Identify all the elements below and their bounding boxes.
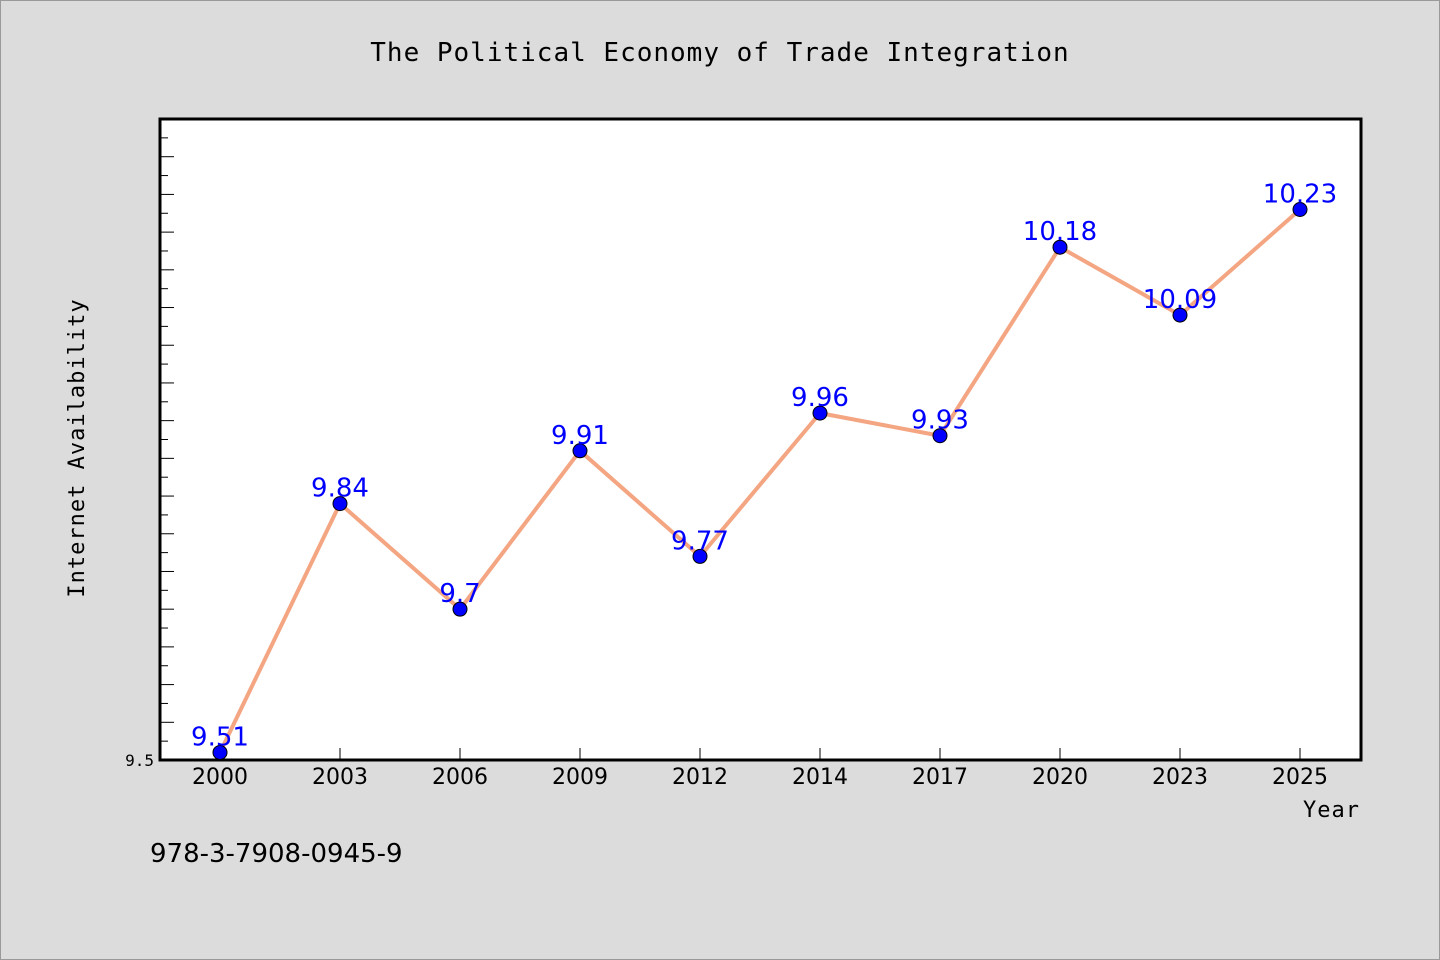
data-value-label: 9.93 <box>911 406 969 436</box>
plot-area <box>158 117 1363 762</box>
x-tick-label: 2006 <box>432 765 488 790</box>
data-point-marker <box>692 548 708 564</box>
data-point-marker <box>212 744 228 760</box>
data-value-label: 9.96 <box>791 383 849 413</box>
x-axis-label: Year <box>1303 798 1360 823</box>
data-point-marker <box>1052 239 1068 255</box>
data-value-label: 9.7 <box>439 579 480 609</box>
data-point-marker <box>332 496 348 512</box>
data-value-label: 10.18 <box>1023 217 1097 247</box>
data-point-marker <box>572 443 588 459</box>
series-markers <box>212 201 1308 760</box>
data-point-marker <box>932 428 948 444</box>
data-value-label: 9.77 <box>671 526 729 556</box>
data-point-marker <box>452 601 468 617</box>
x-axis-ticks: 2000 2003 2006 2009 2012 2014 2017 2020 2023 2025 <box>192 748 1328 790</box>
x-tick-label: 2023 <box>1152 765 1208 790</box>
series-line <box>218 207 1302 754</box>
data-value-label: 9.91 <box>551 421 609 451</box>
x-tick-label: 2020 <box>1032 765 1088 790</box>
data-point-marker <box>812 405 828 421</box>
data-value-label: 10.09 <box>1143 285 1217 315</box>
x-tick-label: 2017 <box>912 765 968 790</box>
isbn-text: 978-3-7908-0945-9 <box>150 839 403 869</box>
x-tick-label: 2000 <box>192 765 248 790</box>
x-tick-label: 2003 <box>312 765 368 790</box>
chart-title: The Political Economy of Trade Integrati… <box>370 38 1069 68</box>
y-axis-label: Internet Availability <box>65 298 90 597</box>
data-point-marker <box>1292 201 1308 217</box>
x-tick-label: 2009 <box>552 765 608 790</box>
y-axis-ticks: 9.5 <box>125 118 174 770</box>
x-tick-label: 2014 <box>792 765 848 790</box>
data-value-label: 9.84 <box>311 474 369 504</box>
data-value-label: 10.23 <box>1263 179 1337 209</box>
y-tick-label: 9.5 <box>125 751 154 770</box>
x-tick-label: 2012 <box>672 765 728 790</box>
data-value-label: 9.51 <box>191 722 249 752</box>
x-tick-label: 2025 <box>1272 765 1328 790</box>
data-point-marker <box>1172 307 1188 323</box>
data-labels: 9.51 9.84 9.7 9.91 9.77 9.96 9.93 10.18 10.09 10.… <box>191 179 1337 752</box>
